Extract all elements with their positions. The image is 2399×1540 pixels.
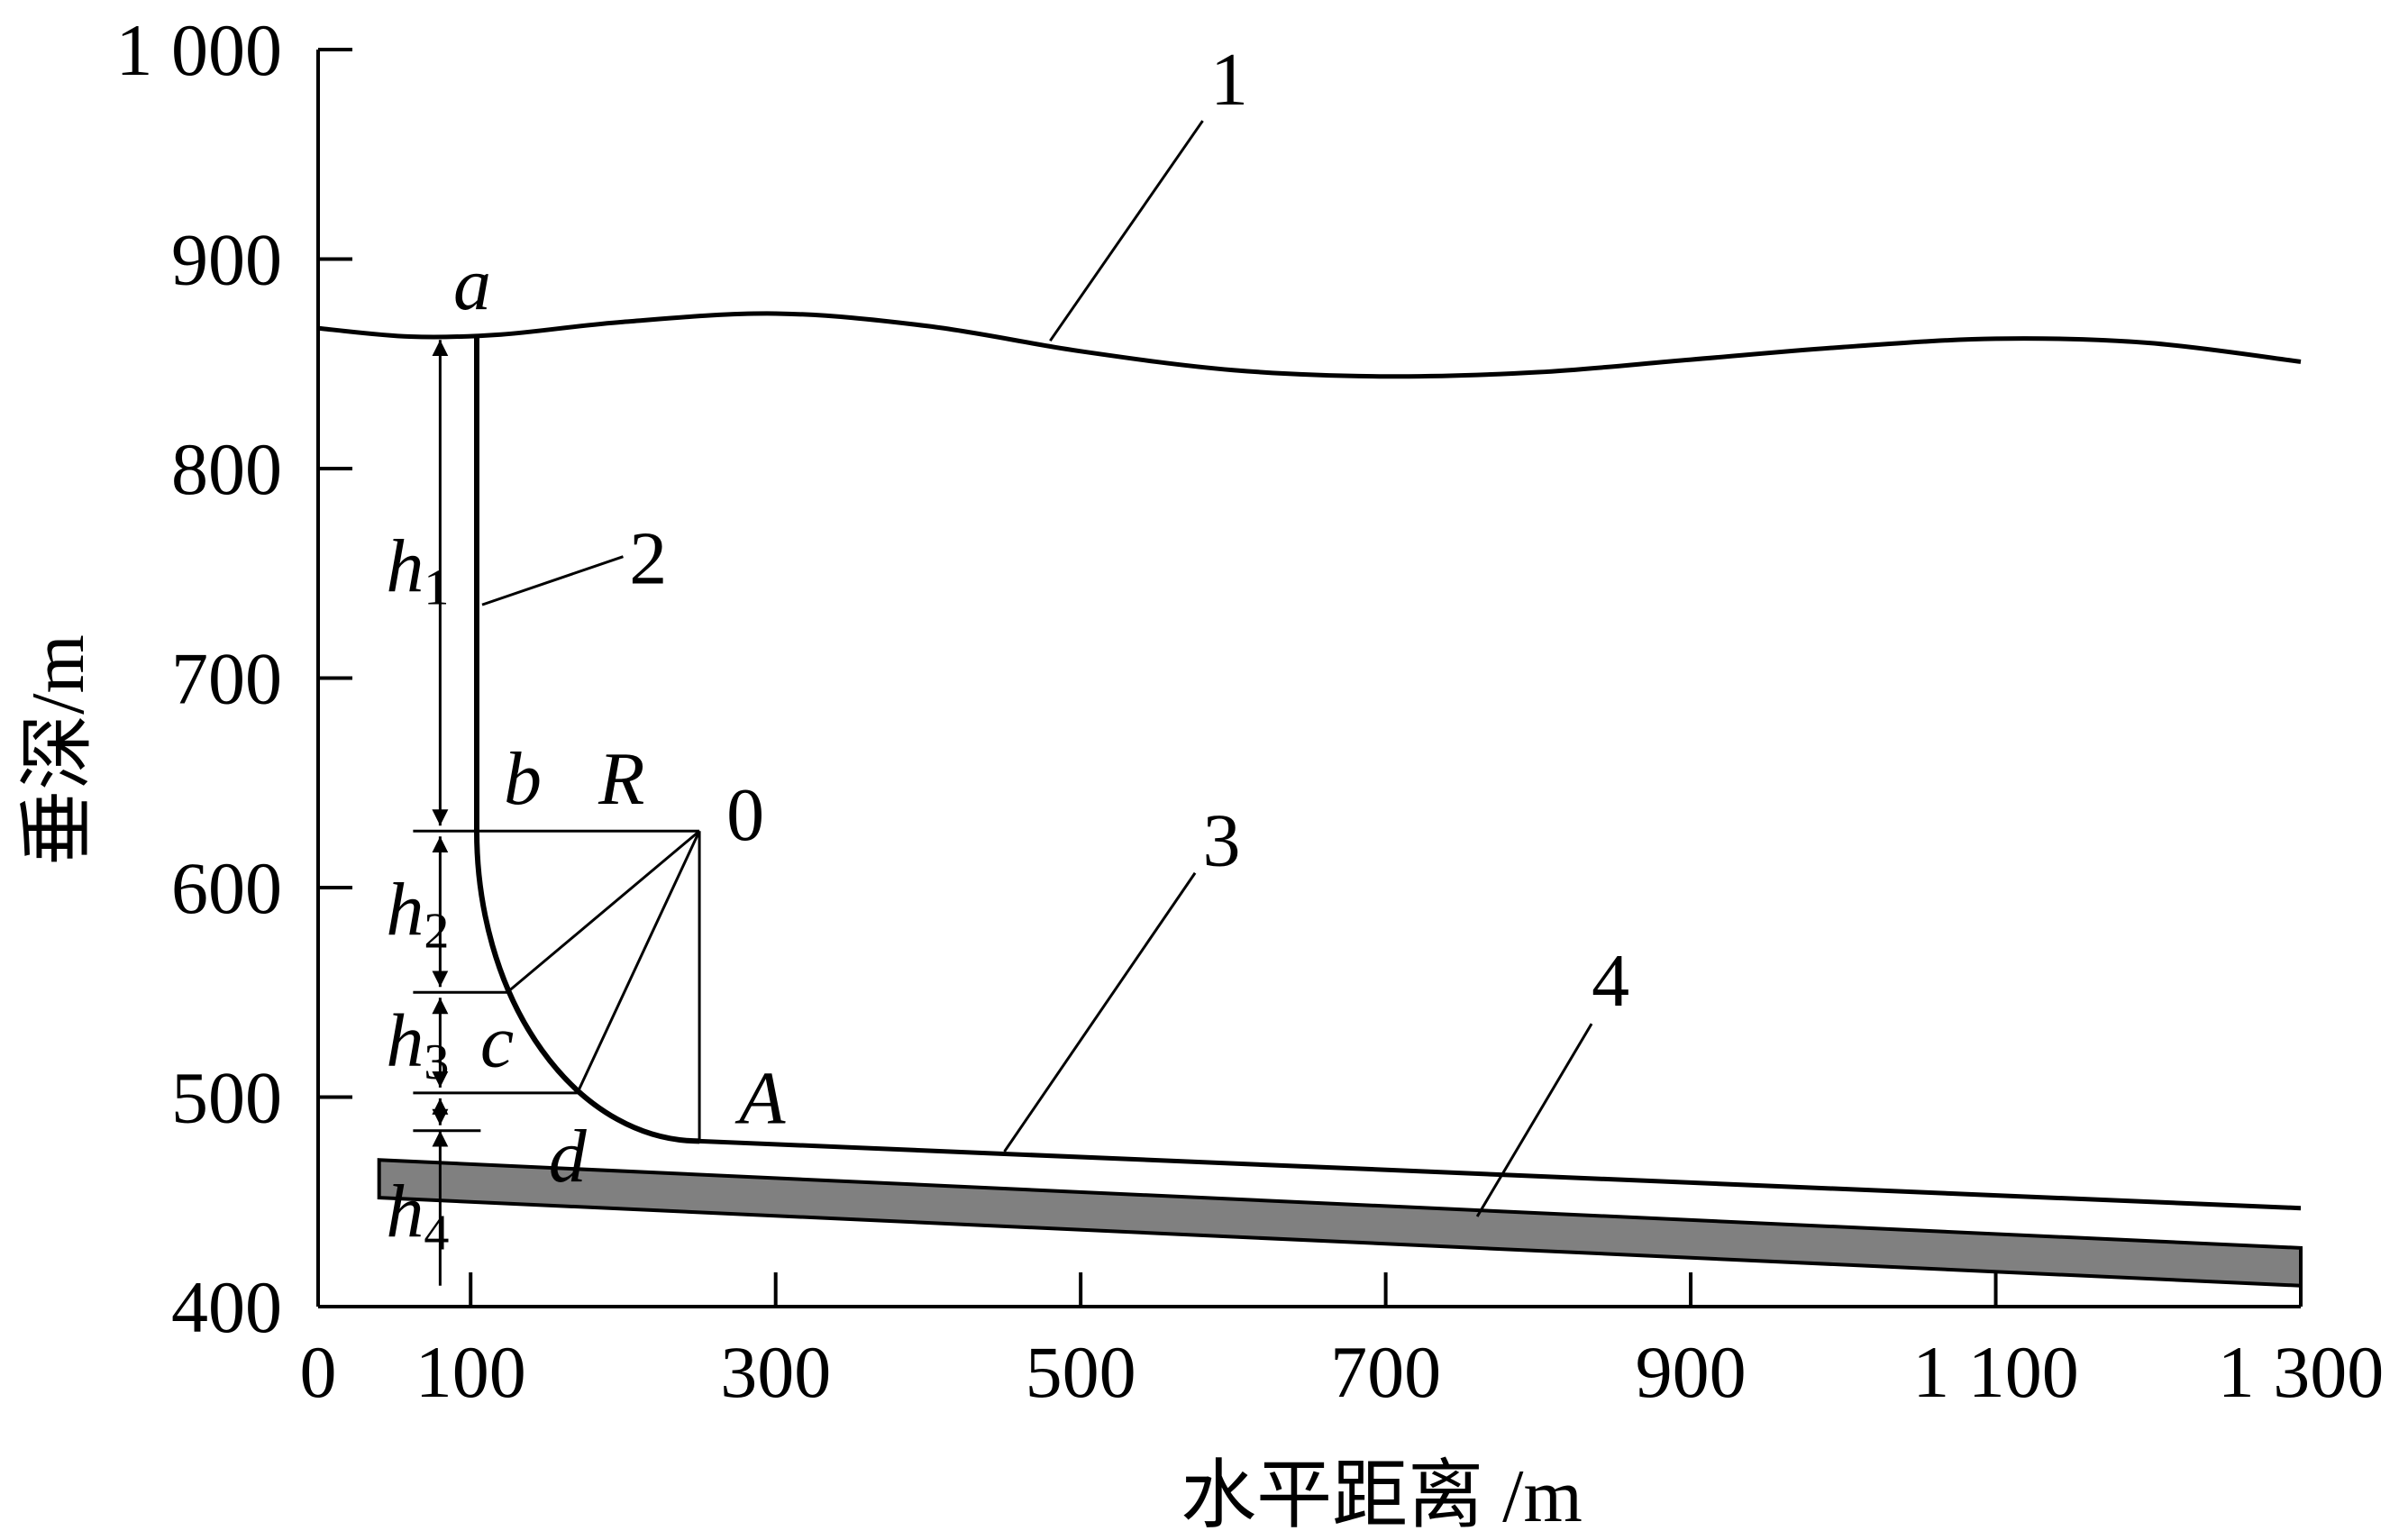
leader-line-3 [1003,871,1197,1153]
x-tick-label-0: 0 [300,1331,337,1413]
h4-subscript: 4 [424,1206,449,1262]
curve-label-3: 3 [1203,799,1241,883]
h4-letter: h [386,1171,424,1254]
h2-subscript: 2 [424,904,449,960]
curve-label-2: 2 [629,517,667,601]
x-tick-label-2: 300 [720,1331,831,1413]
diagram-labels: 1 2 3 4 a b R 0 c d A h1 h2 h3 h4 [386,38,1629,1262]
x-tick-label-7: 1 300 [2218,1331,2385,1413]
coal-seam [377,1158,2303,1288]
y-tick-label-4: 800 [171,428,282,510]
x-tick-label-3: 500 [1026,1331,1136,1413]
h1-subscript: 1 [424,560,449,616]
h1-letter: h [386,525,424,609]
radius-label: R [597,737,644,821]
leader-line-2 [481,555,624,606]
x-tick-label-1: 100 [415,1331,526,1413]
ground-surface-line [317,311,2302,379]
h4-label: h4 [386,1171,449,1262]
point-label-center: 0 [726,773,764,857]
point-label-A: A [734,1056,786,1140]
radius-line-c [506,830,701,994]
y-tick-label-5: 900 [171,219,282,301]
y-tick-label-0: 400 [171,1266,282,1348]
leader-line-1 [1049,120,1204,342]
diagram-marks [317,120,2303,1288]
well-vertical-and-build-section [474,334,700,1144]
h3-label: h3 [386,999,449,1090]
x-tick-label-5: 900 [1636,1331,1747,1413]
y-ticks: 400 500 600 700 800 900 1 000 [116,9,352,1348]
y-tick-label-2: 600 [171,847,282,929]
leader-line-4 [1475,1023,1593,1217]
x-tick-label-6: 1 100 [1912,1331,2079,1413]
x-ticks: 0 100 300 500 700 900 1 100 1 300 [300,1272,2385,1413]
x-tick-label-4: 700 [1330,1331,1441,1413]
x-axis-label: 水平距离 /m [1181,1454,1583,1535]
point-label-a: a [453,242,491,326]
curve-label-4: 4 [1592,939,1629,1023]
h3-letter: h [386,999,424,1083]
point-label-d: d [549,1115,588,1198]
h3-subscript: 3 [424,1034,449,1090]
point-label-b: b [504,737,542,821]
h2-label: h2 [386,869,449,960]
radius-line-d [576,830,701,1094]
h2-letter: h [386,869,424,952]
axes: 400 500 600 700 800 900 1 000 0 100 300 500 700 900… [16,9,2385,1538]
y-tick-label-1: 500 [171,1057,282,1139]
y-tick-label-3: 700 [171,638,282,720]
curve-label-1: 1 [1210,38,1248,122]
h1-label: h1 [386,525,449,616]
well-horizontal-section [698,1138,2302,1211]
y-tick-label-6: 1 000 [116,9,283,91]
y-axis-label: 垂深/m [16,634,100,866]
point-label-c: c [480,999,514,1083]
